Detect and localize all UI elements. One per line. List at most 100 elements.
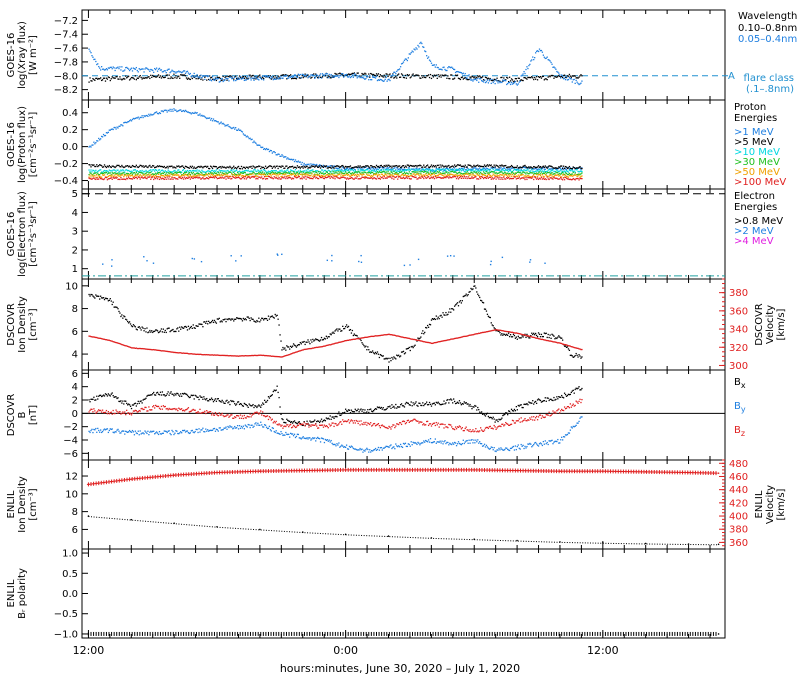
- data-point: [184, 172, 187, 174]
- data-point: [376, 79, 379, 82]
- data-point: [247, 78, 249, 80]
- flare-class-legend: (.1–.8nm): [746, 84, 794, 95]
- data-point: [175, 171, 177, 173]
- data-point: [363, 176, 365, 179]
- data-point: [421, 166, 423, 169]
- data-point: [448, 65, 450, 68]
- data-point: [535, 168, 538, 170]
- data-point: [564, 76, 567, 78]
- data-point: [335, 172, 337, 174]
- data-point: [407, 169, 409, 171]
- data-point: [188, 170, 191, 172]
- data-point: [109, 170, 111, 172]
- data-point: [209, 322, 212, 324]
- data-point: [275, 177, 277, 179]
- data-point: [462, 72, 464, 74]
- data-point: [564, 168, 567, 170]
- data-point: [215, 176, 218, 179]
- data-point: [566, 167, 569, 170]
- data-point: [581, 170, 583, 173]
- data-point: [434, 172, 436, 174]
- data-point: [494, 328, 496, 330]
- data-point: [556, 76, 558, 78]
- data-point: [376, 174, 379, 177]
- data-point: [276, 314, 278, 317]
- data-point: [445, 311, 447, 314]
- data-point: [531, 176, 533, 178]
- data-point: [142, 177, 144, 179]
- data-point: [521, 172, 523, 174]
- data-point: [360, 261, 363, 263]
- data-point: [280, 166, 282, 168]
- data-point: [256, 175, 258, 177]
- data-point: [437, 174, 439, 176]
- data-point: [311, 173, 313, 175]
- data-point: [89, 172, 91, 174]
- data-point: [95, 169, 97, 172]
- data-point: [580, 173, 582, 175]
- data-point: [248, 137, 250, 140]
- data-point: [558, 335, 560, 337]
- data-point: [179, 171, 181, 173]
- data-point: [356, 72, 358, 74]
- data-point: [408, 175, 410, 178]
- data-point: [110, 174, 112, 176]
- data-point: [177, 171, 179, 174]
- data-point: [144, 77, 146, 79]
- data-point: [480, 169, 483, 172]
- data-point: [171, 176, 173, 179]
- data-point: [427, 176, 430, 178]
- data-point: [243, 166, 246, 169]
- data-point: [541, 178, 544, 180]
- data-point: [159, 171, 162, 173]
- data-point: [131, 173, 134, 175]
- data-point: [452, 165, 454, 167]
- data-point: [242, 317, 245, 320]
- data-point: [453, 77, 456, 79]
- data-point: [92, 174, 94, 176]
- data-point: [230, 171, 232, 173]
- data-point: [389, 175, 391, 178]
- data-point: [100, 178, 103, 180]
- data-point: [426, 55, 428, 57]
- data-point: [447, 313, 449, 316]
- data-point: [567, 171, 570, 173]
- data-point: [333, 165, 335, 167]
- data-point: [124, 171, 126, 173]
- data-point: [577, 175, 579, 177]
- data-point: [155, 176, 158, 178]
- data-point: [230, 319, 232, 321]
- data-point: [523, 166, 525, 168]
- data-point: [125, 121, 127, 124]
- data-point: [108, 169, 110, 171]
- data-point: [283, 173, 285, 175]
- data-point: [500, 165, 502, 167]
- data-point: [205, 165, 207, 168]
- data-point: [498, 80, 500, 82]
- data-point: [154, 329, 157, 331]
- data-point: [462, 78, 464, 80]
- data-point: [290, 166, 292, 168]
- data-point: [249, 173, 251, 176]
- data-point: [397, 170, 399, 172]
- data-point: [404, 165, 407, 167]
- data-point: [529, 261, 531, 263]
- data-point: [150, 166, 152, 168]
- data-point: [237, 317, 240, 320]
- data-point: [477, 168, 479, 170]
- data-point: [276, 154, 278, 156]
- data-point: [239, 173, 242, 176]
- data-point: [434, 175, 436, 178]
- data-point: [450, 311, 452, 313]
- data-point: [275, 78, 277, 80]
- data-point: [357, 167, 359, 169]
- data-point: [239, 317, 242, 320]
- data-point: [471, 288, 473, 291]
- data-point: [337, 177, 339, 179]
- data-point: [501, 171, 503, 173]
- data-point: [399, 175, 402, 177]
- data-point: [580, 167, 582, 169]
- data-point: [460, 76, 463, 79]
- data-point: [179, 77, 181, 79]
- data-point: [326, 76, 328, 79]
